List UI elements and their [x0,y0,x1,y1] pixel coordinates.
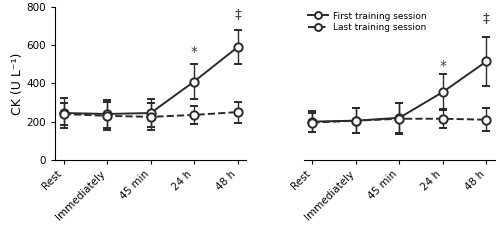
Text: *: * [440,59,446,73]
Text: ‡: ‡ [483,12,490,26]
Text: *: * [190,45,198,59]
Y-axis label: CK (U L⁻¹): CK (U L⁻¹) [10,52,24,115]
Text: ‡: ‡ [234,8,241,22]
Legend: First training session, Last training session: First training session, Last training se… [308,12,426,32]
